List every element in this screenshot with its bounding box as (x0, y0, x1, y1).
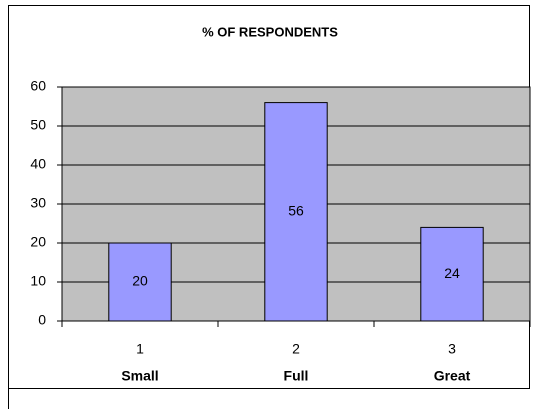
x-category-name: Full (284, 368, 309, 384)
y-tick-label: 50 (30, 117, 46, 133)
y-tick-label: 40 (30, 156, 46, 172)
y-tick-label: 0 (38, 312, 46, 328)
bar (108, 242, 172, 322)
x-category-name: Small (121, 368, 158, 384)
x-tick-label: 1 (136, 341, 144, 357)
y-tick-label: 30 (30, 195, 46, 211)
y-tick-label: 60 (30, 78, 46, 94)
bar (264, 102, 328, 322)
chart-title: % OF RESPONDENTS (202, 24, 338, 39)
x-tick-label: 3 (448, 341, 456, 357)
x-tick-label: 2 (292, 341, 300, 357)
y-tick-label: 20 (30, 234, 46, 250)
y-tick-label: 10 (30, 273, 46, 289)
data-label: 56 (288, 203, 304, 219)
bar (420, 226, 484, 322)
data-label: 20 (132, 273, 148, 289)
x-category-name: Great (434, 368, 471, 384)
data-label: 24 (444, 265, 460, 281)
